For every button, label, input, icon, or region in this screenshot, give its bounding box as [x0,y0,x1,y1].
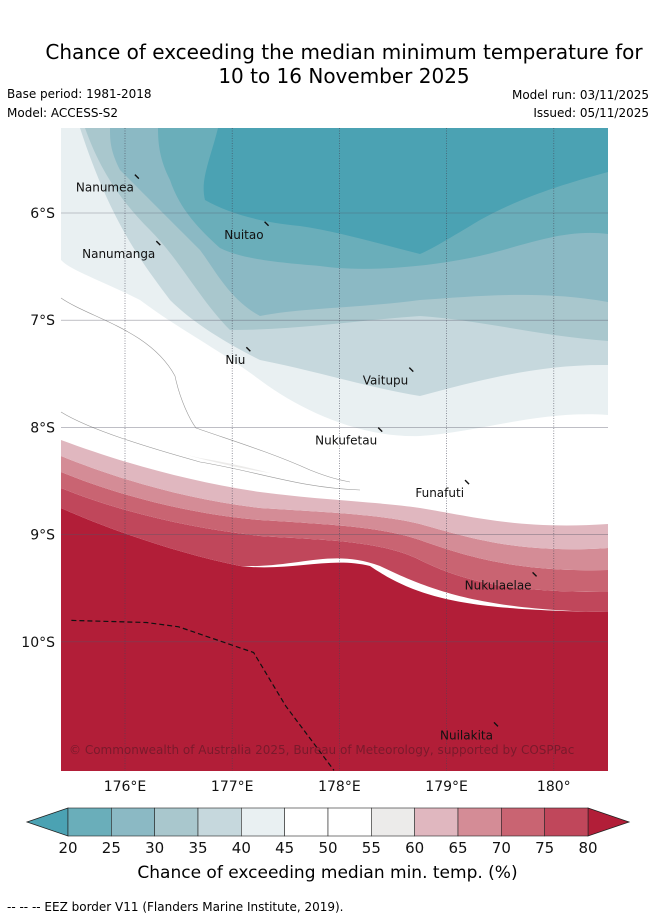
colorbar: 20 25 30 35 40 45 50 55 60 65 70 75 80 [25,807,631,857]
island-label: Vaitupu [363,374,409,388]
eez-footnote: -- -- -- EEZ border V11 (Flanders Marine… [7,900,344,914]
colorbar-segment [67,807,112,837]
island-label: Nukufetau [315,434,377,448]
copyright-notice: © Commonwealth of Australia 2025, Bureau… [69,743,574,757]
colorbar-segment [371,807,415,837]
contour-band-18 [203,128,609,254]
colorbar-tick-label: 25 [102,839,121,857]
island-marker [134,174,140,180]
island-marker [464,479,470,485]
island-marker [264,221,270,227]
model-name: Model: ACCESS-S2 [7,106,119,120]
island-label: Nukulaelae [465,578,532,592]
colorbar-segment [154,807,199,837]
x-tick-label: 179°E [425,779,468,795]
island-label: Nuitao [224,228,263,242]
contour-band-9 [61,488,608,612]
y-tick-label: 8°S [30,420,55,436]
colorbar-tick-label: 35 [188,839,207,857]
colorbar-tick-label: 40 [232,839,251,857]
issued-date: Issued: 05/11/2025 [533,106,649,120]
island-marker [493,721,499,727]
x-tick-label: 177°E [211,779,254,795]
colorbar-segment [501,807,545,837]
colorbar-tick-label: 70 [492,839,511,857]
contour-band-10 [61,472,608,592]
x-tick-label: 180° [537,779,571,795]
colorbar-segment [197,807,242,837]
colorbar-segment [457,807,502,837]
island-label: Nanumea [76,181,134,195]
y-tick-label: 9°S [30,528,55,544]
axes: 176°E 177°E 178°E 179°E 180° 6°S 7°S 8°S 9°S 10°S [21,206,570,795]
base-period: Base period: 1981-2018 [7,87,152,101]
contour-band-12 [61,440,608,550]
x-tick-label: 178°E [318,779,361,795]
colorbar-tick-label: 80 [578,839,597,857]
colorbar-label: Chance of exceeding median min. temp. (%… [137,863,518,883]
island-labels: Nanumea Nanumanga Nuitao Niu Vaitupu Nukufeta… [76,174,538,742]
contour-band-11 [61,456,608,571]
colorbar-tick-label: 50 [318,839,337,857]
colorbar-tick-label: 20 [58,839,77,857]
island-marker [377,427,383,433]
colorbar-tick-label: 30 [145,839,164,857]
contour-line-1 [60,411,361,491]
colorbar-tick-label: 75 [535,839,554,857]
contour-band-8 [61,508,608,771]
island-marker [245,346,251,352]
chart-title: Chance of exceeding the median minimum t… [0,40,655,88]
x-tick-label: 176°E [104,779,147,795]
island-label: Nanumanga [82,247,155,261]
colorbar-segment [284,807,329,837]
colorbar-segment [241,807,285,837]
colorbar-extend-high [587,807,631,837]
y-tick-label: 6°S [30,206,55,222]
gridlines [61,128,608,771]
island-marker [155,240,161,246]
colorbar-segment [111,807,155,837]
y-tick-label: 10°S [21,635,55,651]
colorbar-tick-label: 55 [362,839,381,857]
island-label: Niu [225,353,245,367]
contour-map [60,128,609,771]
colorbar-segment [414,807,459,837]
title-line-2: 10 to 16 November 2025 [218,64,470,88]
colorbar-tick-label: 65 [448,839,467,857]
contour-line-0 [60,297,351,483]
island-label: Nuilakita [440,728,493,742]
colorbar-tick-label: 60 [405,839,424,857]
eez-border-path [71,619,335,771]
island-marker [408,367,414,373]
colorbar-tick-label: 45 [275,839,294,857]
eez-border-line [71,619,335,771]
colorbar-segment [327,807,372,837]
model-run: Model run: 03/11/2025 [511,88,649,102]
colorbar-extend-low [25,807,69,837]
title-line-1: Chance of exceeding the median minimum t… [45,40,643,64]
island-label: Funafuti [415,486,464,500]
y-tick-label: 7°S [30,313,55,329]
island-marker [532,571,538,577]
colorbar-segment [544,807,589,837]
